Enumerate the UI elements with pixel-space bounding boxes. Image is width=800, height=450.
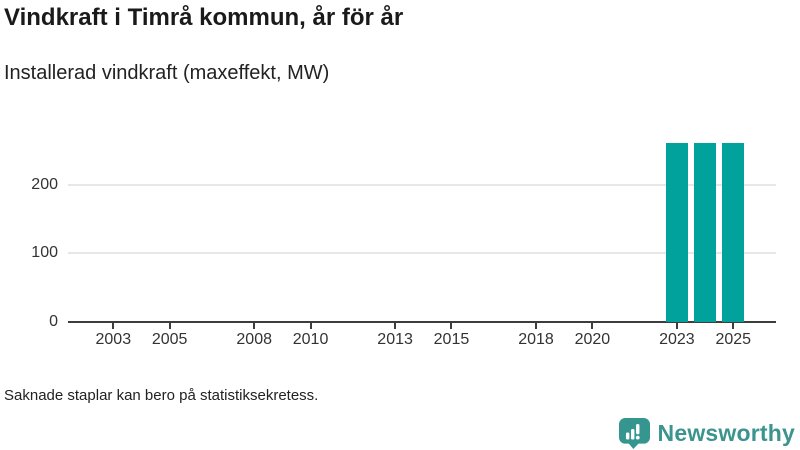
bar-2024 [694,143,717,322]
gridline [68,183,776,186]
x-axis-tick [394,323,397,329]
newsworthy-logo: Newsworthy [618,416,795,450]
x-axis-tick-label: 2023 [659,331,695,348]
bar-2023 [665,143,688,322]
x-axis-tick [675,323,678,329]
x-axis-tick-label: 2025 [715,331,752,348]
y-axis-tick-label: 200 [31,175,58,193]
x-axis-tick [450,323,453,329]
x-axis-tick [732,323,735,329]
x-axis-tick-label: 2008 [236,331,272,348]
x-axis-tick-label: 2015 [433,331,470,348]
x-axis-tick-label: 2003 [95,331,132,348]
gridline [68,252,776,255]
chart-title: Vindkraft i Timrå kommun, år för år [4,4,404,31]
x-axis-tick [112,323,115,329]
footnote: Saknade staplar kan bero på statistiksek… [4,387,319,404]
x-axis-tick [253,323,256,329]
x-axis-tick [309,323,312,329]
bar-2025 [722,143,745,322]
x-axis-tick-label: 2018 [518,331,554,348]
x-axis-line [68,321,776,323]
x-axis-tick-label: 2005 [151,331,188,348]
y-axis-tick-label: 100 [31,244,58,262]
newsworthy-logo-icon [618,417,651,449]
newsworthy-logo-text: Newsworthy [657,419,795,446]
x-axis-tick [168,323,171,329]
x-axis-tick-label: 2013 [377,331,413,348]
x-axis-tick [591,323,594,329]
chart-subtitle: Installerad vindkraft (maxeffekt, MW) [4,62,330,84]
y-axis-tick-label: 0 [49,313,58,330]
x-axis-tick-label: 2020 [574,331,611,348]
x-axis-tick-label: 2010 [292,331,329,348]
x-axis-tick [535,323,537,329]
